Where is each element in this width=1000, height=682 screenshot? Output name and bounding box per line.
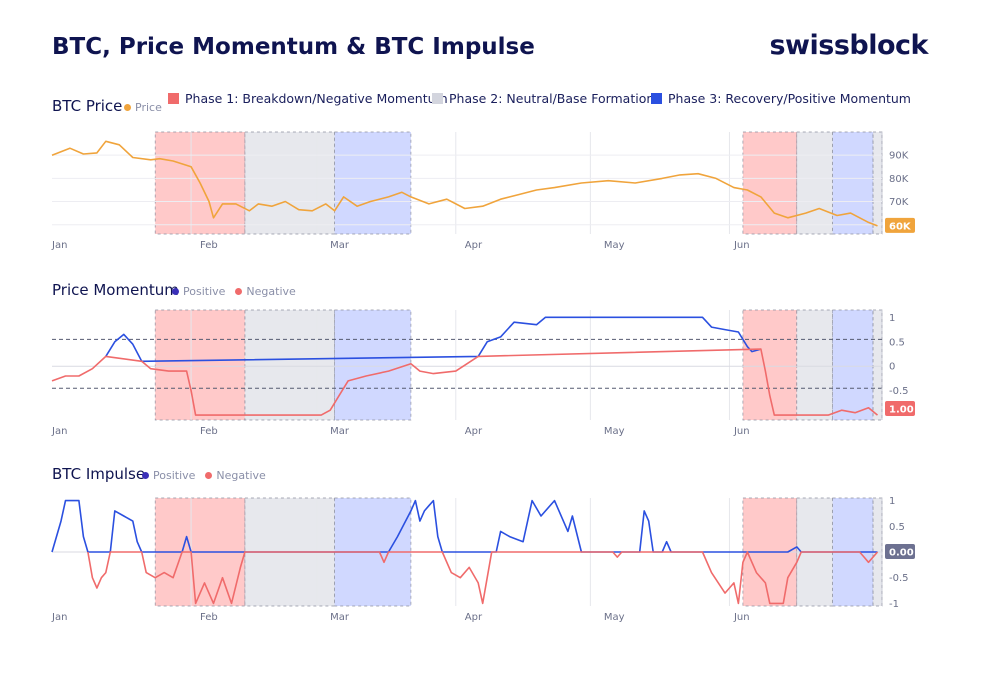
impulse-negative-dot [205, 472, 213, 479]
momentum-y-tick-0: 1 [889, 313, 895, 324]
price-y-tick-1: 70K [889, 197, 909, 208]
impulse-x-tick-4: May [604, 612, 625, 623]
impulse-panel-title: BTC Impulse [52, 465, 146, 483]
impulse-series-positive-line [51, 499, 878, 553]
impulse-positive-label: Positive [153, 469, 196, 482]
momentum-phase-band-2 [334, 309, 412, 421]
momentum-x-tick-1: Feb [200, 426, 218, 437]
price-last-value-label: 60K [889, 221, 912, 232]
phase2-label: Phase 2: Neutral/Base Formation [449, 91, 655, 106]
phase3-legend: Phase 3: Recovery/Positive Momentum [651, 91, 911, 106]
impulse-x-tick-3: Apr [465, 612, 483, 623]
phase1-label: Phase 1: Breakdown/Negative Momentum [185, 91, 448, 106]
price-y-tick-2: 80K [889, 174, 909, 185]
impulse-last-value-label: 0.00 [889, 548, 914, 559]
momentum-negative-dot [235, 288, 243, 295]
impulse-x-tick-2: Mar [330, 612, 350, 623]
momentum-series-positive-line [105, 316, 762, 363]
momentum-panel-title: Price Momentum [52, 281, 179, 299]
impulse-negative-label: Negative [216, 469, 266, 482]
price-x-tick-3: Apr [465, 240, 483, 251]
momentum-y-tick-2: 0 [889, 362, 895, 373]
momentum-legend: Positive Negative [172, 285, 296, 298]
price-legend-dot [124, 104, 131, 111]
phase1-swatch [168, 93, 179, 104]
price-phase-band-4 [796, 131, 833, 235]
momentum-x-tick-3: Apr [465, 426, 483, 437]
price-panel-title: BTC Price [52, 97, 123, 115]
price-legend-label: Price [135, 101, 162, 114]
phase2-legend: Phase 2: Neutral/Base Formation [432, 91, 654, 106]
impulse-legend: Positive Negative [142, 469, 266, 482]
momentum-y-tick-1: 0.5 [889, 337, 905, 348]
momentum-phase-band-5 [832, 309, 874, 421]
price-last-value-badge [885, 217, 915, 233]
price-y-tick-3: 90K [889, 151, 909, 162]
price-phase-band-3 [742, 131, 798, 235]
momentum-last-value-badge [885, 401, 915, 416]
impulse-y-tick-0: 1 [889, 496, 895, 507]
impulse-last-value-badge [885, 544, 915, 559]
momentum-x-tick-2: Mar [330, 426, 350, 437]
chart-title: BTC, Price Momentum & BTC Impulse [52, 34, 535, 60]
phase3-swatch [651, 93, 662, 104]
momentum-positive-label: Positive [183, 285, 226, 298]
price-phase-band-5 [832, 131, 874, 235]
price-x-tick-5: Jun [733, 240, 750, 251]
momentum-series-negative-line [51, 348, 879, 416]
momentum-y-tick-3: -0.5 [889, 386, 909, 397]
impulse-series-negative-line [87, 551, 879, 605]
momentum-x-tick-5: Jun [733, 426, 750, 437]
impulse-x-tick-0: Jan [51, 612, 67, 623]
price-phase-band-6 [872, 131, 883, 235]
price-phase-band-1 [244, 131, 335, 235]
impulse-y-tick-4: -1 [889, 599, 899, 610]
price-x-tick-2: Mar [330, 240, 350, 251]
phase1-legend: Phase 1: Breakdown/Negative Momentum [168, 91, 448, 106]
brand-logo: swissblock [769, 30, 928, 61]
momentum-phase-band-0 [154, 309, 246, 421]
momentum-positive-dot [172, 288, 179, 295]
momentum-negative-label: Negative [246, 285, 296, 298]
impulse-x-tick-1: Feb [200, 612, 218, 623]
price-x-tick-1: Feb [200, 240, 218, 251]
impulse-y-tick-3: -0.5 [889, 573, 909, 584]
momentum-phase-band-3 [742, 309, 798, 421]
price-legend: Price [124, 101, 162, 114]
momentum-phase-band-6 [872, 309, 883, 421]
momentum-x-tick-0: Jan [51, 426, 67, 437]
momentum-last-value-label: 1.00 [889, 405, 914, 416]
price-phase-band-2 [334, 131, 412, 235]
phase3-label: Phase 3: Recovery/Positive Momentum [668, 91, 911, 106]
price-x-tick-0: Jan [51, 240, 67, 251]
impulse-x-tick-5: Jun [733, 612, 750, 623]
phase2-swatch [432, 93, 443, 104]
impulse-y-tick-1: 0.5 [889, 522, 905, 533]
momentum-phase-band-1 [244, 309, 335, 421]
impulse-positive-dot [142, 472, 149, 479]
price-x-tick-4: May [604, 240, 625, 251]
momentum-x-tick-4: May [604, 426, 625, 437]
price-series-price-line [51, 140, 878, 227]
momentum-phase-band-4 [796, 309, 833, 421]
